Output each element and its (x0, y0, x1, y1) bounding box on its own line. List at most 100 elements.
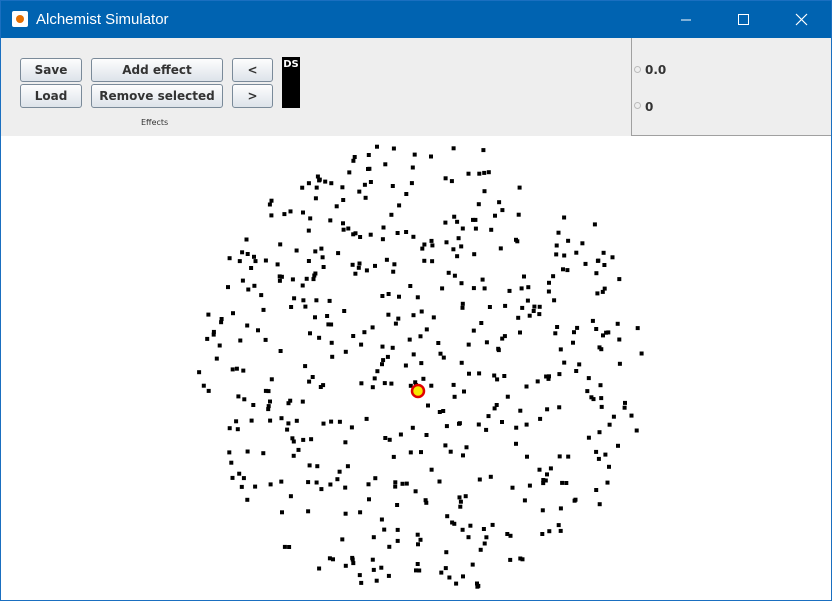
node (289, 305, 294, 309)
node (268, 399, 272, 404)
node (461, 574, 465, 579)
node (241, 368, 246, 373)
node (452, 273, 457, 278)
node (359, 381, 364, 386)
node (623, 400, 627, 405)
node (535, 379, 540, 384)
node (596, 456, 601, 461)
next-button[interactable]: > (232, 84, 273, 108)
node (391, 269, 396, 274)
node (266, 407, 271, 412)
node (564, 481, 569, 485)
node (629, 413, 634, 418)
node (252, 254, 256, 259)
node (423, 498, 428, 503)
node (508, 533, 513, 538)
node (235, 427, 240, 432)
node (387, 437, 392, 442)
node (634, 428, 639, 433)
node (413, 380, 418, 385)
node (454, 581, 459, 586)
node (617, 277, 622, 282)
node (556, 230, 561, 235)
node (596, 258, 601, 263)
node (373, 476, 378, 481)
minimize-button[interactable] (663, 1, 709, 38)
node (590, 318, 595, 323)
node (505, 394, 510, 399)
node (379, 517, 384, 522)
node (488, 474, 493, 479)
node (329, 181, 334, 186)
node (368, 180, 373, 184)
node (211, 329, 216, 334)
node (268, 418, 273, 423)
node (306, 480, 311, 485)
node (346, 226, 351, 231)
save-button[interactable]: Save (20, 58, 82, 82)
node (313, 196, 318, 201)
node (395, 503, 400, 507)
node (241, 476, 246, 481)
node (237, 259, 242, 264)
node (296, 447, 301, 452)
node (522, 274, 526, 279)
node (226, 285, 230, 290)
node (303, 304, 308, 309)
add-effect-button[interactable]: Add effect (91, 58, 223, 82)
node (307, 463, 312, 468)
node (352, 155, 357, 159)
node (455, 254, 460, 259)
simulation-canvas[interactable] (1, 136, 831, 600)
node (461, 453, 465, 458)
node (321, 265, 326, 269)
node (437, 410, 442, 414)
window-title: Alchemist Simulator (36, 11, 169, 28)
node (484, 340, 489, 345)
node (420, 246, 425, 251)
node (470, 562, 475, 567)
previous-button[interactable]: < (232, 58, 273, 82)
node (312, 273, 317, 278)
node (560, 480, 565, 485)
close-button[interactable] (778, 1, 824, 38)
node (514, 237, 518, 242)
node (494, 403, 499, 407)
node (278, 349, 283, 353)
node (380, 362, 384, 367)
node (343, 511, 348, 516)
node (249, 266, 254, 270)
node (263, 337, 268, 342)
node (532, 304, 537, 309)
effect-ds[interactable]: DS (282, 57, 300, 108)
node (280, 510, 284, 515)
node (429, 238, 434, 243)
node (503, 303, 508, 308)
node (459, 360, 464, 365)
node (527, 483, 532, 488)
remove-selected-button[interactable]: Remove selected (91, 84, 223, 108)
node (531, 309, 536, 313)
node (460, 527, 465, 532)
node (229, 460, 234, 465)
node (537, 467, 542, 472)
node (475, 584, 480, 589)
node (566, 238, 571, 243)
node (237, 471, 242, 476)
load-button[interactable]: Load (20, 84, 82, 108)
node (448, 449, 453, 454)
node (444, 240, 449, 245)
node (236, 394, 241, 399)
maximize-button[interactable] (720, 1, 766, 38)
node (412, 152, 417, 157)
node (308, 216, 313, 221)
node (393, 321, 398, 326)
node (392, 262, 397, 267)
node (546, 289, 551, 294)
node (268, 482, 273, 487)
node (341, 198, 346, 202)
node (240, 278, 245, 283)
node (538, 416, 543, 421)
node (443, 443, 448, 448)
node (441, 409, 446, 413)
